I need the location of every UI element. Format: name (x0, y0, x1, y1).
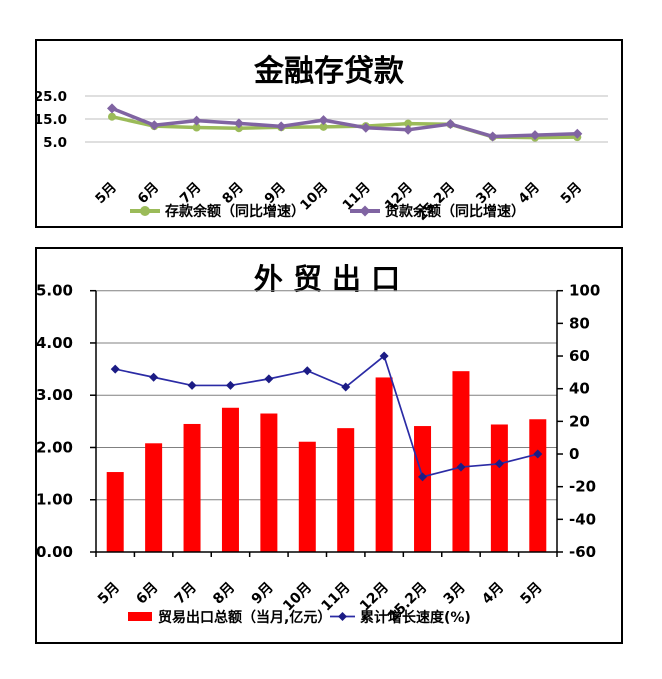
left-axis-tick-label: 0.00 (37, 543, 73, 561)
diamond-marker (110, 364, 120, 374)
x-axis-tick-label: 5月 (95, 580, 123, 608)
diamond-marker (225, 380, 235, 390)
diamond-marker (494, 459, 504, 469)
diamond-marker (341, 382, 351, 392)
diamond-marker (233, 118, 244, 129)
left-axis-tick-label: 4.00 (37, 334, 73, 352)
foreign-trade-chart-panel: 外 贸 出 口 0.00 1.00 2.00 3.00 4.00 5.00 100 80 60 40… (35, 247, 623, 644)
circle-marker (108, 112, 116, 121)
export-bar (337, 428, 355, 552)
export-bar (145, 443, 163, 552)
x-axis-tick-label: 6月 (135, 180, 163, 208)
legend-label-loan: 贷款余额（同比增速） (385, 203, 525, 220)
right-axis-tick-label: 0 (569, 445, 579, 463)
diamond-marker (530, 130, 540, 141)
x-axis-tick-label: 8月 (219, 180, 247, 208)
right-axis-tick-label: 60 (569, 347, 590, 365)
x-axis-tick-label: 3月 (441, 580, 469, 608)
diamond-marker (276, 121, 287, 132)
x-axis-tick-label: 4月 (515, 180, 543, 208)
right-axis-tick-label: -40 (569, 510, 596, 528)
x-axis-tick-label: 7月 (172, 580, 200, 608)
x-axis-tick-label: 8月 (210, 580, 238, 608)
export-bar (298, 441, 316, 552)
export-bar (375, 377, 393, 552)
x-axis-tick-label: 3月 (473, 180, 501, 208)
x-axis-tick-label: 5月 (518, 580, 546, 608)
left-axis-tick-label: 2.00 (37, 438, 73, 456)
circle-marker (140, 206, 150, 216)
diamond-marker (418, 472, 428, 482)
diamond-marker (264, 374, 274, 384)
diamond-marker (445, 119, 456, 130)
diamond-marker (302, 366, 312, 376)
diamond-marker (338, 612, 347, 621)
y-axis-tick-label: 25.0 (37, 89, 67, 105)
export-bar (414, 426, 432, 552)
y-axis-tick-label: 5.0 (43, 135, 67, 151)
circle-marker (192, 123, 201, 132)
foreign-trade-chart: 外 贸 出 口0.001.002.003.004.005.00 100806040… (37, 262, 600, 626)
x-axis-tick-label: 6月 (133, 580, 161, 608)
series-line-diamond (111, 106, 578, 139)
diamond-marker (360, 122, 371, 133)
diamond-marker (191, 115, 202, 126)
circle-marker (319, 122, 328, 131)
legend-swatch-export (128, 612, 152, 621)
diamond-marker (379, 351, 389, 361)
diamond-marker (359, 205, 371, 217)
legend-label-export: 贸易出口总额（当月,亿元） (158, 609, 331, 626)
diamond-marker (187, 380, 197, 390)
circle-marker (404, 119, 413, 128)
chart-title: 金融存贷款 (253, 54, 405, 89)
deposit-loan-chart-panel: 金融存贷款 25.0 15.0 5.0 5月 6月 7月 8月 9月 10月 11月 12月 25.2月… (35, 39, 623, 228)
x-axis-tick-label: 9月 (249, 580, 277, 608)
export-bar (490, 424, 508, 552)
export-bar (183, 423, 201, 552)
y-axis-tick-label: 15.0 (37, 112, 67, 128)
diamond-marker (533, 449, 543, 459)
diamond-marker (487, 131, 498, 142)
x-axis-tick-label: 5月 (92, 180, 120, 208)
right-axis-tick-label: 40 (569, 380, 590, 398)
right-axis-tick-label: -20 (569, 478, 596, 496)
x-axis-tick-label: 11月 (339, 180, 373, 214)
left-axis-tick-label: 3.00 (37, 386, 73, 404)
export-bar (221, 407, 239, 552)
diamond-marker (456, 462, 466, 472)
export-bar (260, 413, 278, 552)
x-axis-tick-label: 4月 (479, 580, 507, 608)
x-axis-tick-label: 9月 (262, 180, 290, 208)
export-bar (106, 472, 124, 552)
diamond-marker (403, 124, 414, 135)
right-axis-tick-label: -60 (569, 543, 596, 561)
left-axis-tick-label: 5.00 (37, 282, 73, 300)
right-axis-tick-label: 80 (569, 314, 590, 332)
x-axis-tick-label: 7月 (177, 180, 205, 208)
legend-label-growth: 累计增长速度(%) (360, 609, 471, 626)
diamond-marker (318, 115, 329, 126)
export-bar (452, 371, 470, 552)
right-axis-tick-label: 100 (569, 282, 600, 300)
diamond-marker (107, 103, 117, 114)
diamond-marker (149, 120, 160, 131)
diamond-marker (149, 372, 159, 382)
left-axis-tick-label: 1.00 (37, 491, 73, 509)
legend-label-deposit: 存款余额（同比增速） (165, 203, 305, 220)
right-axis-tick-label: 20 (569, 412, 590, 430)
x-axis-tick-label: 5月 (558, 180, 586, 208)
growth-line (115, 354, 539, 478)
diamond-marker (572, 128, 583, 139)
export-bar (529, 419, 547, 552)
